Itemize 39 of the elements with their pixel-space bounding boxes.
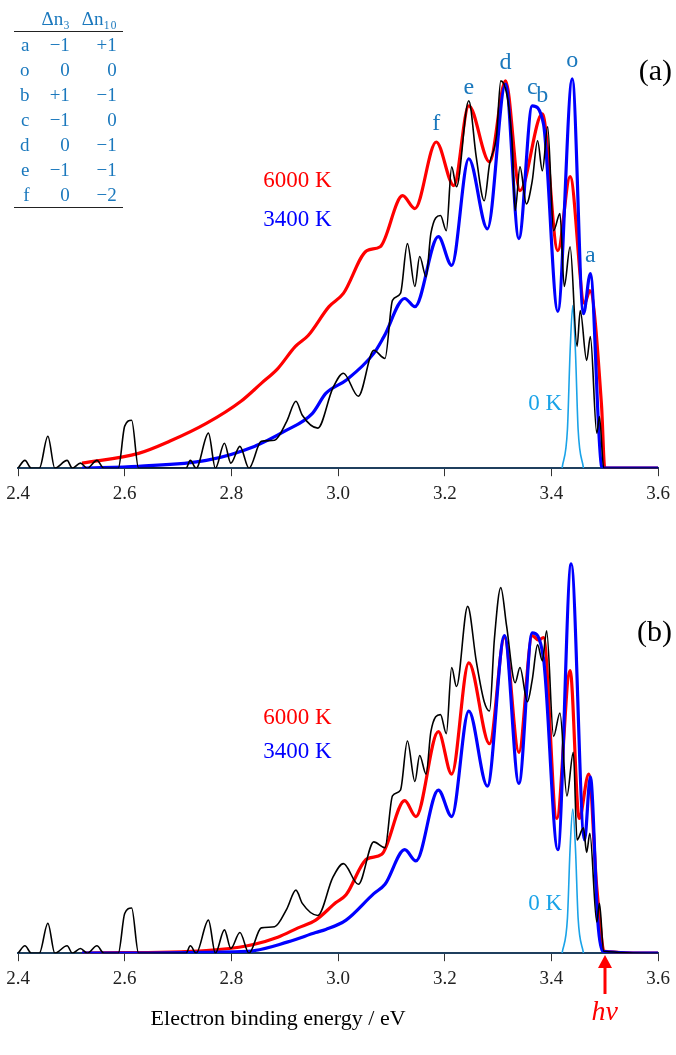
- text: 3400 K: [263, 205, 333, 231]
- x-tick-label: 3.2: [432, 966, 457, 988]
- x-tick-label: 2.8: [219, 966, 244, 988]
- annotation: hν: [591, 995, 618, 1028]
- text: 6000 K: [263, 167, 333, 193]
- x-tick-label: 3.2: [432, 481, 457, 503]
- text: 6000 K: [263, 703, 333, 729]
- text: e −1 −1: [21, 159, 117, 180]
- x-tick-label: 3.0: [326, 966, 350, 988]
- series-label: 0 K: [528, 890, 563, 915]
- text: 3400 K: [263, 737, 333, 763]
- x-tick-label: 2.6: [112, 966, 137, 988]
- annotation: e: [463, 73, 475, 100]
- annotation: a: [585, 240, 597, 267]
- x-tick-label: 3.0: [326, 481, 350, 503]
- x-tick-label: 3.4: [539, 966, 564, 988]
- series-label: 0 K: [528, 390, 563, 416]
- annotation: b: [536, 81, 549, 108]
- x-tick-label: 2.4: [6, 966, 31, 988]
- text: Δn₃ Δn₁₀: [40, 7, 118, 31]
- text: b +1 −1: [20, 84, 117, 105]
- text: a −1 +1: [21, 34, 117, 55]
- text: f 0 −2: [23, 184, 117, 205]
- annotation: o: [566, 46, 579, 73]
- annotation: f: [432, 109, 441, 136]
- annotation: (a): [638, 52, 672, 87]
- text: d 0 −1: [20, 134, 117, 155]
- x-axis-title: Electron binding energy / eV: [150, 1005, 406, 1032]
- x-tick-label: 3.6: [646, 481, 670, 503]
- text: o 0 0: [20, 59, 117, 80]
- x-tick-label: 2.6: [112, 481, 137, 503]
- annotation: c: [526, 73, 538, 100]
- x-tick-label: 2.8: [219, 481, 244, 503]
- x-tick-label: 3.4: [539, 481, 564, 503]
- x-tick-label: 3.6: [646, 966, 670, 988]
- x-tick-label: 2.4: [6, 481, 31, 503]
- annotation: d: [499, 48, 512, 75]
- text: c −1 0: [21, 109, 117, 130]
- annotation: (b): [637, 613, 672, 648]
